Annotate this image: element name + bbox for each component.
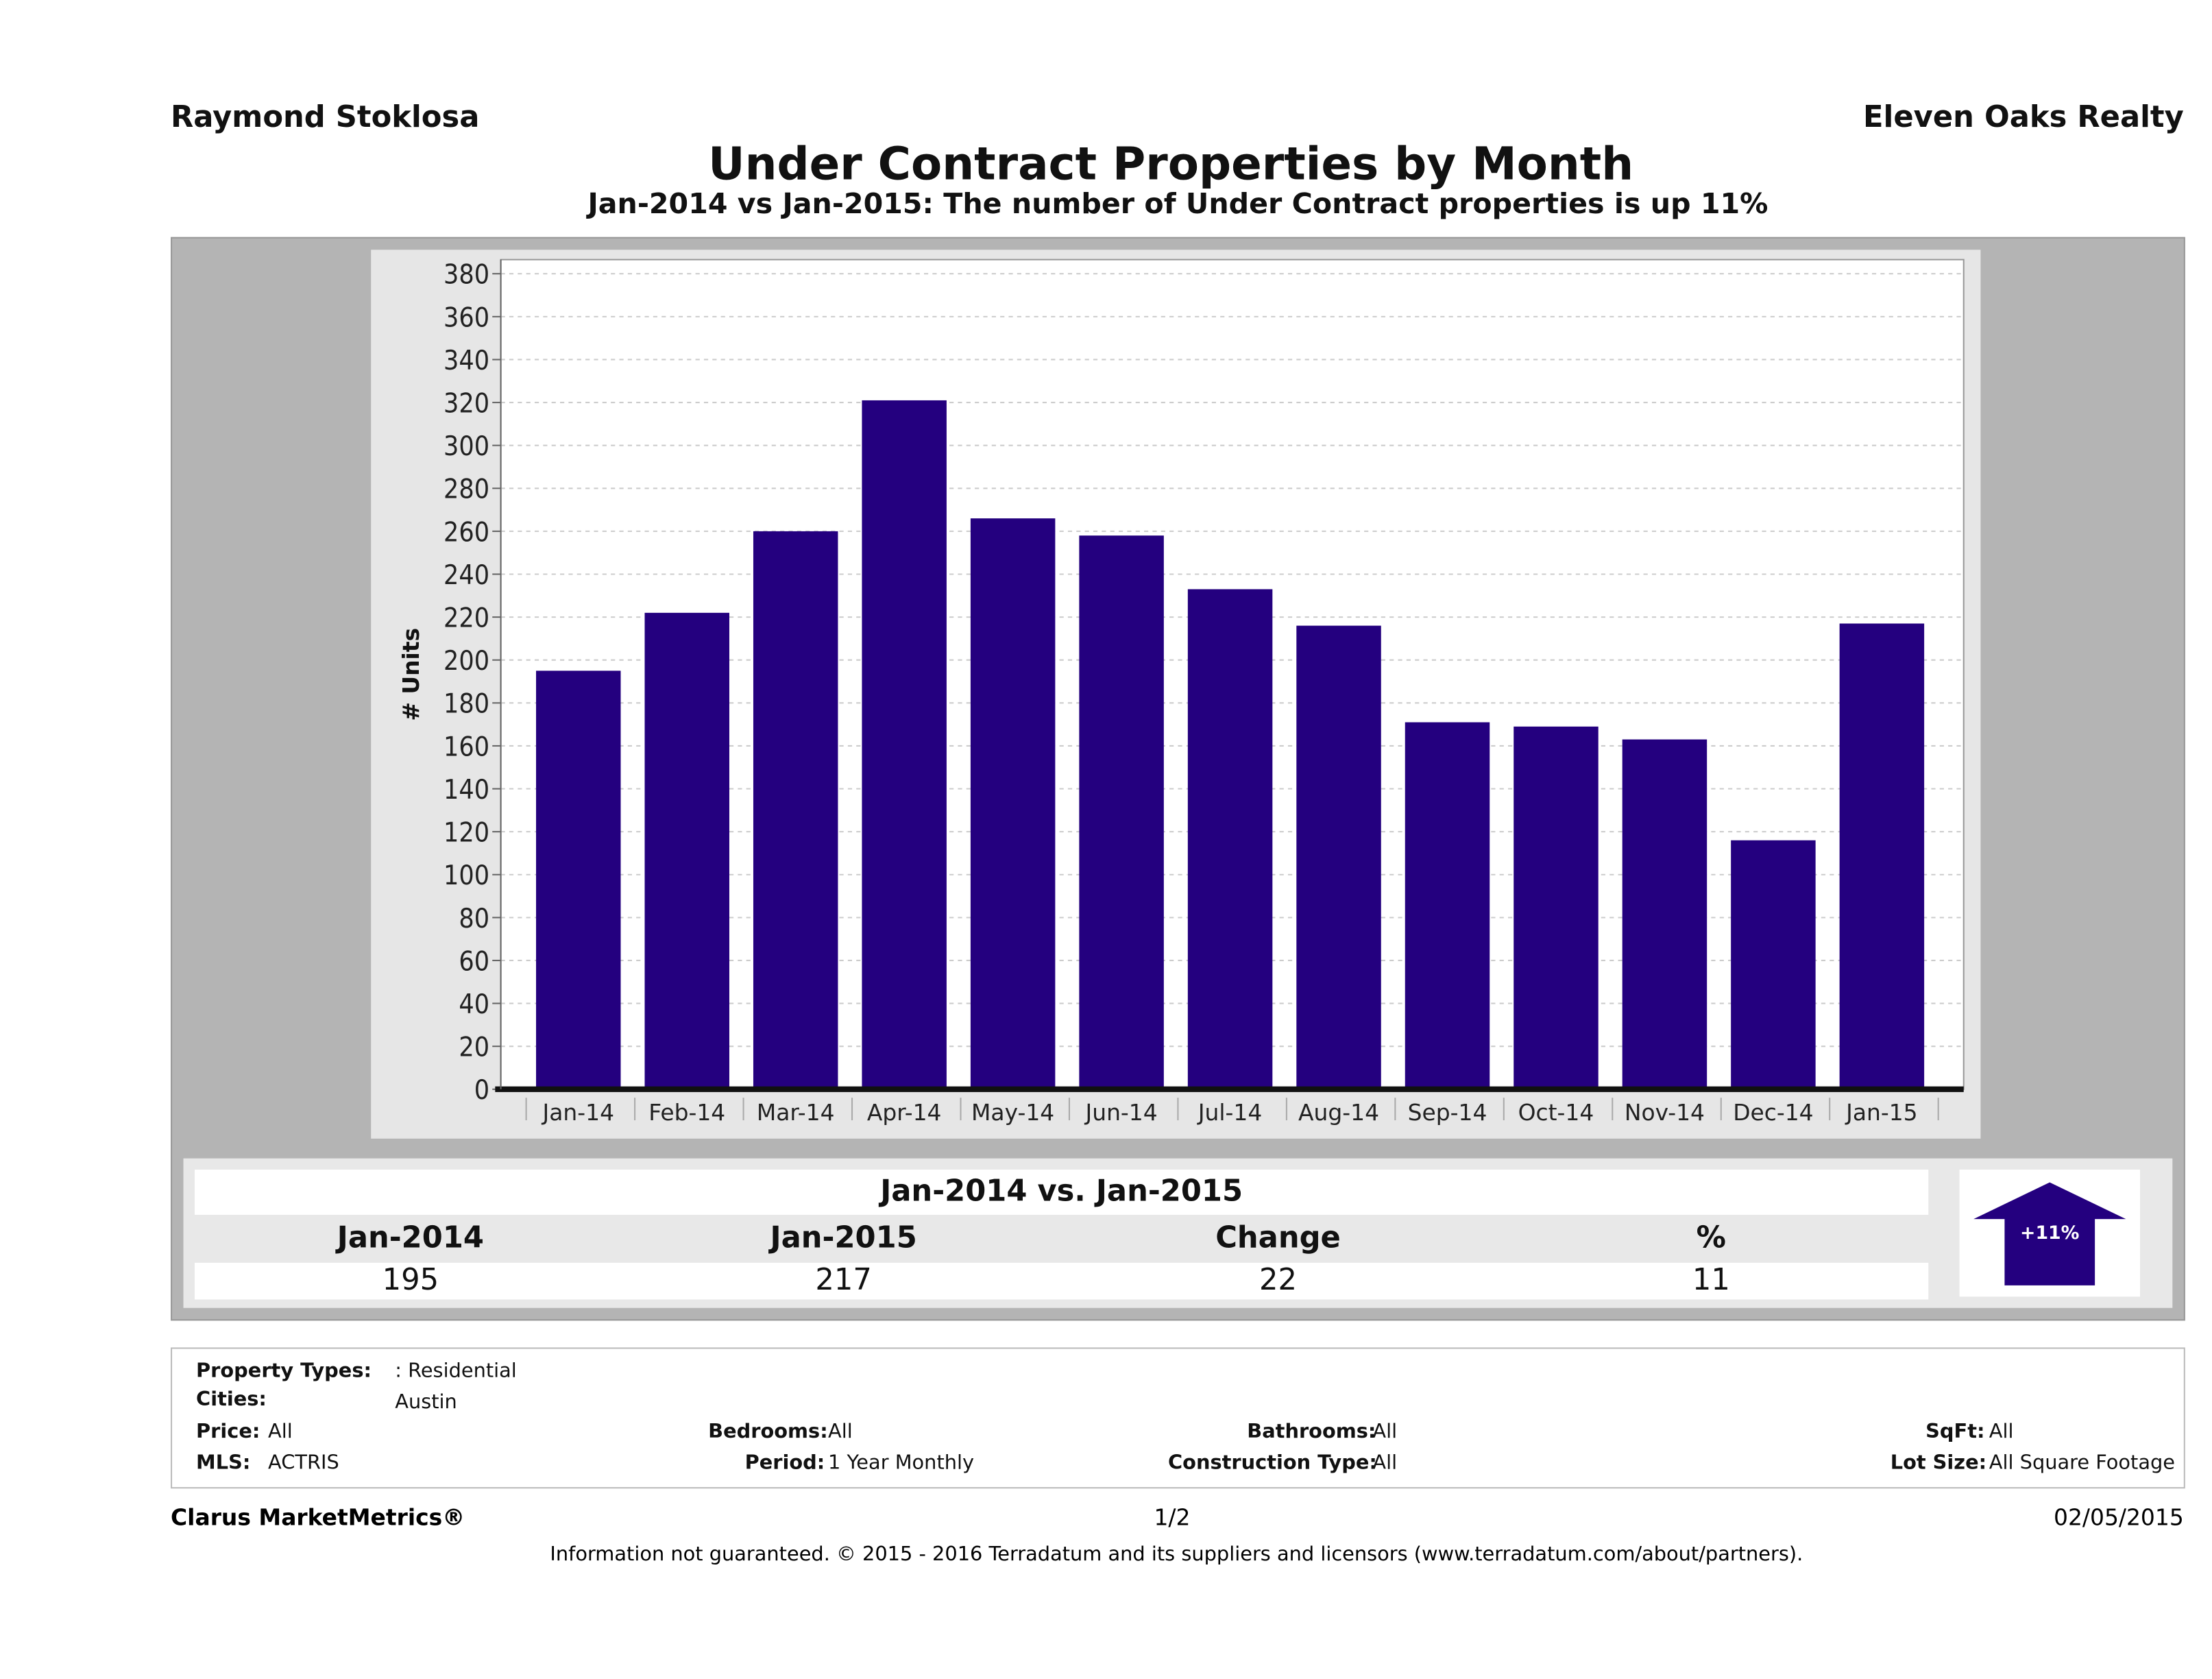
cities-value: Austin bbox=[395, 1391, 457, 1414]
y-tick-label: 160 bbox=[443, 732, 489, 762]
value-jan-2014: 195 bbox=[382, 1262, 439, 1297]
bathrooms-label: Bathrooms: bbox=[1247, 1421, 1376, 1444]
bathrooms-value: All bbox=[1372, 1421, 1398, 1444]
x-tick-label: Apr-14 bbox=[867, 1099, 942, 1126]
value-percent: 11 bbox=[1692, 1262, 1730, 1297]
y-tick-label: 120 bbox=[443, 818, 489, 849]
summary-table: Jan-2014 vs. Jan-2015 Jan-2014 Jan-2015 … bbox=[183, 1158, 2173, 1308]
report-subtitle: Jan-2014 vs Jan-2015: The number of Unde… bbox=[587, 186, 1769, 221]
y-tick-label: 320 bbox=[443, 388, 489, 419]
value-jan-2015: 217 bbox=[815, 1262, 872, 1297]
col-header-percent: % bbox=[1696, 1220, 1726, 1255]
summary-heading: Jan-2014 vs. Jan-2015 bbox=[880, 1174, 1243, 1208]
col-header-jan-2015: Jan-2015 bbox=[770, 1220, 917, 1255]
company-name: Eleven Oaks Realty bbox=[1863, 100, 2184, 134]
lot-size-value: All Square Footage bbox=[1989, 1451, 2176, 1475]
bar-apr-14 bbox=[862, 400, 947, 1089]
bar-may-14 bbox=[970, 518, 1056, 1089]
y-tick-label: 240 bbox=[443, 560, 489, 591]
x-tick-label: Aug-14 bbox=[1298, 1099, 1379, 1126]
mls-label: MLS: bbox=[196, 1451, 251, 1475]
y-tick-label: 260 bbox=[443, 517, 489, 548]
x-tick-label: Dec-14 bbox=[1733, 1099, 1813, 1126]
y-tick-label: 380 bbox=[443, 260, 489, 291]
x-tick-label: Jul-14 bbox=[1197, 1099, 1262, 1126]
lot-size-label: Lot Size: bbox=[1890, 1451, 1987, 1475]
x-tick-label: Oct-14 bbox=[1518, 1099, 1594, 1126]
construction-type-value: All bbox=[1372, 1451, 1398, 1475]
y-tick-label: 200 bbox=[443, 646, 489, 677]
disclaimer: Information not guaranteed. © 2015 - 201… bbox=[550, 1543, 1803, 1567]
y-tick-label: 360 bbox=[443, 302, 489, 333]
y-tick-label: 140 bbox=[443, 775, 489, 806]
property-types-value: : Residential bbox=[395, 1360, 517, 1383]
bar-sep-14 bbox=[1405, 722, 1490, 1089]
x-tick-label: Mar-14 bbox=[757, 1099, 835, 1126]
bar-nov-14 bbox=[1622, 739, 1707, 1089]
period-value: 1 Year Monthly bbox=[828, 1451, 975, 1475]
bar-jun-14 bbox=[1079, 535, 1164, 1089]
chart-panel: 0 20 40 60 80 100 120 140 160 180 200 220 240 260 280 3… bbox=[171, 237, 2185, 1321]
bar-chart: 0 20 40 60 80 100 120 140 160 180 200 220 240 260 280 3… bbox=[398, 258, 1965, 1126]
agent-name: Raymond Stoklosa bbox=[171, 100, 480, 134]
summary-heading-row bbox=[195, 1170, 1929, 1215]
y-tick-label: 220 bbox=[443, 603, 489, 634]
report-date: 02/05/2015 bbox=[2053, 1503, 2184, 1531]
y-tick-label: 40 bbox=[459, 989, 489, 1020]
property-types-label: Property Types: bbox=[196, 1360, 372, 1383]
construction-type-label: Construction Type: bbox=[1168, 1451, 1377, 1475]
y-tick-label: 20 bbox=[459, 1032, 489, 1063]
trend-badge-label: +11% bbox=[2020, 1223, 2080, 1245]
col-header-jan-2014: Jan-2014 bbox=[337, 1220, 484, 1255]
trend-badge: +11% bbox=[1959, 1170, 2140, 1297]
bedrooms-value: All bbox=[828, 1421, 853, 1444]
x-tick-label: May-14 bbox=[971, 1099, 1054, 1126]
sqft-label: SqFt: bbox=[1925, 1421, 1985, 1444]
value-change: 22 bbox=[1259, 1262, 1298, 1297]
bar-oct-14 bbox=[1514, 726, 1599, 1089]
price-value: All bbox=[268, 1421, 293, 1444]
price-label: Price: bbox=[196, 1421, 260, 1444]
period-label: Period: bbox=[744, 1451, 825, 1475]
y-tick-label: 0 bbox=[474, 1075, 489, 1106]
x-tick-label: Jan-15 bbox=[1845, 1099, 1917, 1126]
bar-jul-14 bbox=[1187, 589, 1273, 1089]
cities-label: Cities: bbox=[196, 1388, 267, 1411]
y-tick-label: 300 bbox=[443, 431, 489, 462]
bar-aug-14 bbox=[1296, 625, 1381, 1089]
x-tick-label: Sep-14 bbox=[1408, 1099, 1487, 1126]
bar-dec-14 bbox=[1731, 840, 1816, 1089]
x-tick-label: Jun-14 bbox=[1084, 1099, 1158, 1126]
footer-brand: Clarus MarketMetrics® bbox=[171, 1503, 465, 1531]
y-tick-label: 280 bbox=[443, 474, 489, 505]
bar-jan-14 bbox=[536, 671, 621, 1089]
page-number: 1/2 bbox=[1154, 1503, 1191, 1531]
filter-criteria: Property Types: : Residential Cities: Au… bbox=[171, 1347, 2185, 1489]
x-tick-label: Feb-14 bbox=[648, 1099, 725, 1126]
y-tick-label: 60 bbox=[459, 946, 489, 977]
summary-values-row bbox=[195, 1262, 1929, 1300]
chart-container: 0 20 40 60 80 100 120 140 160 180 200 220 240 260 280 3… bbox=[371, 250, 1981, 1139]
sqft-value: All bbox=[1989, 1421, 2014, 1444]
x-tick-label: Nov-14 bbox=[1625, 1099, 1705, 1126]
y-tick-label: 80 bbox=[459, 904, 489, 934]
bar-mar-14 bbox=[753, 531, 838, 1089]
up-arrow-icon bbox=[1973, 1182, 2126, 1285]
mls-value: ACTRIS bbox=[268, 1451, 339, 1475]
y-tick-label: 340 bbox=[443, 346, 489, 376]
bar-feb-14 bbox=[644, 612, 729, 1089]
bar-jan-15 bbox=[1839, 623, 1925, 1089]
x-tick-label: Jan-14 bbox=[542, 1099, 614, 1126]
bedrooms-label: Bedrooms: bbox=[708, 1421, 828, 1444]
y-tick-label: 100 bbox=[443, 860, 489, 891]
y-tick-label: 180 bbox=[443, 689, 489, 720]
col-header-change: Change bbox=[1215, 1220, 1341, 1255]
report-title: Under Contract Properties by Month bbox=[708, 136, 1634, 191]
y-axis-label: # Units bbox=[398, 628, 424, 721]
